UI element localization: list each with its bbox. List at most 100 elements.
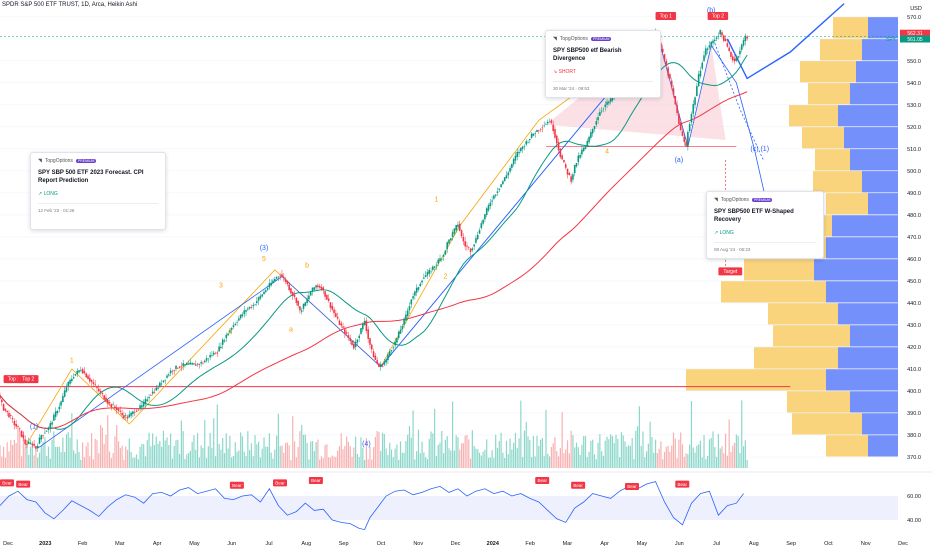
candle-body (203, 360, 206, 363)
volume-bar (134, 457, 136, 468)
candle-body (381, 365, 384, 367)
volume-bar (67, 432, 69, 468)
candle-body (164, 379, 167, 381)
volume-bar (159, 440, 161, 468)
wave-label: b (305, 263, 309, 270)
wave-label: 1 (434, 197, 438, 204)
volume-bar (608, 439, 610, 468)
idea-card-3[interactable]: ◥ TopgOptions PREMIUM SPY SBP500 ETF W-Sha… (706, 191, 824, 259)
volume-bar (119, 447, 121, 468)
candle-body (56, 410, 59, 413)
volume-bar (426, 459, 429, 468)
candle-body (417, 287, 420, 290)
candle-body (730, 52, 732, 57)
vp-sell-bar (844, 126, 898, 149)
candle-body (354, 341, 357, 347)
candle-body (223, 340, 226, 342)
volume-bar (274, 449, 276, 468)
volume-bar (698, 444, 700, 468)
candle-body (153, 392, 156, 393)
volume-bar (619, 457, 621, 468)
volume-bar (471, 430, 473, 468)
volume-bar (543, 455, 545, 468)
candle-body (47, 427, 50, 431)
volume-bar (572, 435, 574, 468)
volume-bar (394, 448, 396, 468)
candle-body (353, 344, 355, 349)
wave-label: 5 (262, 256, 266, 263)
volume-bar (284, 442, 287, 468)
candle-body (424, 275, 427, 278)
volume-bar (286, 442, 288, 468)
candle-body (369, 338, 371, 345)
candle-body (58, 406, 61, 410)
candle-body (2, 404, 5, 411)
volume-bar (295, 457, 297, 468)
candle-body (595, 121, 598, 125)
volume-bar (83, 457, 86, 468)
candle-body (593, 126, 596, 130)
volume-bar (198, 457, 200, 468)
volume-bar (126, 449, 129, 468)
candle-body (365, 320, 368, 332)
time-tick-label: Dec (898, 541, 908, 547)
high-price-tag (900, 29, 930, 37)
candle-body (739, 50, 741, 55)
idea-card-2[interactable]: ◥ TopgOptions PREMIUM SPY SBP500 etf Beari… (545, 30, 661, 98)
vp-sell-bar (868, 16, 898, 39)
candle-body (379, 364, 382, 367)
volume-bar (457, 437, 459, 468)
candle-body (378, 363, 380, 367)
volume-bar (496, 447, 499, 468)
candle-body (588, 136, 590, 143)
candle-body (326, 294, 328, 300)
vp-sell-bar (838, 104, 898, 127)
candle-body (49, 423, 52, 429)
volume-bar (304, 434, 306, 468)
candle-body (358, 335, 360, 339)
volume-bar (182, 431, 184, 468)
idea-card-1[interactable]: ◥ TopgOptions PREMIUM SPY SBP 500 ETF 2023… (30, 152, 166, 230)
candles (0, 28, 748, 452)
price-tick-label: 510.0 (907, 147, 921, 153)
time-tick-label: Dec (3, 541, 13, 547)
volume-bar (520, 400, 522, 468)
candle-body (114, 406, 116, 408)
currency-label: USD (910, 6, 922, 12)
candle-body (476, 234, 479, 240)
volume-bar (232, 455, 235, 468)
bear-tag (675, 480, 690, 488)
candle-body (705, 48, 707, 56)
candle-body (128, 414, 131, 418)
candle-body (290, 288, 292, 294)
candle-body (435, 264, 438, 266)
candle-body (11, 418, 14, 420)
volume-bar (335, 456, 337, 468)
volume-bar (1, 456, 3, 468)
volume-bar (552, 443, 554, 468)
volume-bar (412, 410, 414, 468)
volume-bar (223, 453, 226, 468)
volume-bar (258, 441, 260, 468)
candle-body (148, 397, 150, 399)
volume-bar (672, 432, 675, 468)
candle-body (581, 149, 583, 155)
volume-bar (78, 451, 80, 468)
volume-bar (252, 456, 254, 468)
card-logo-icon: ◥ (553, 36, 557, 42)
candle-body (146, 399, 149, 401)
time-tick-label: May (189, 541, 200, 547)
volume-bar (398, 459, 400, 468)
volume-bar (64, 451, 66, 468)
candle-body (238, 318, 240, 321)
candle-body (408, 306, 411, 311)
candle-body (480, 223, 483, 229)
volume-bar (417, 429, 420, 468)
volume-bar (473, 445, 475, 468)
candle-body (277, 276, 280, 278)
candle-body (94, 384, 96, 386)
volume-bar (58, 446, 60, 468)
volume-bar (94, 438, 96, 468)
candle-body (293, 294, 296, 297)
